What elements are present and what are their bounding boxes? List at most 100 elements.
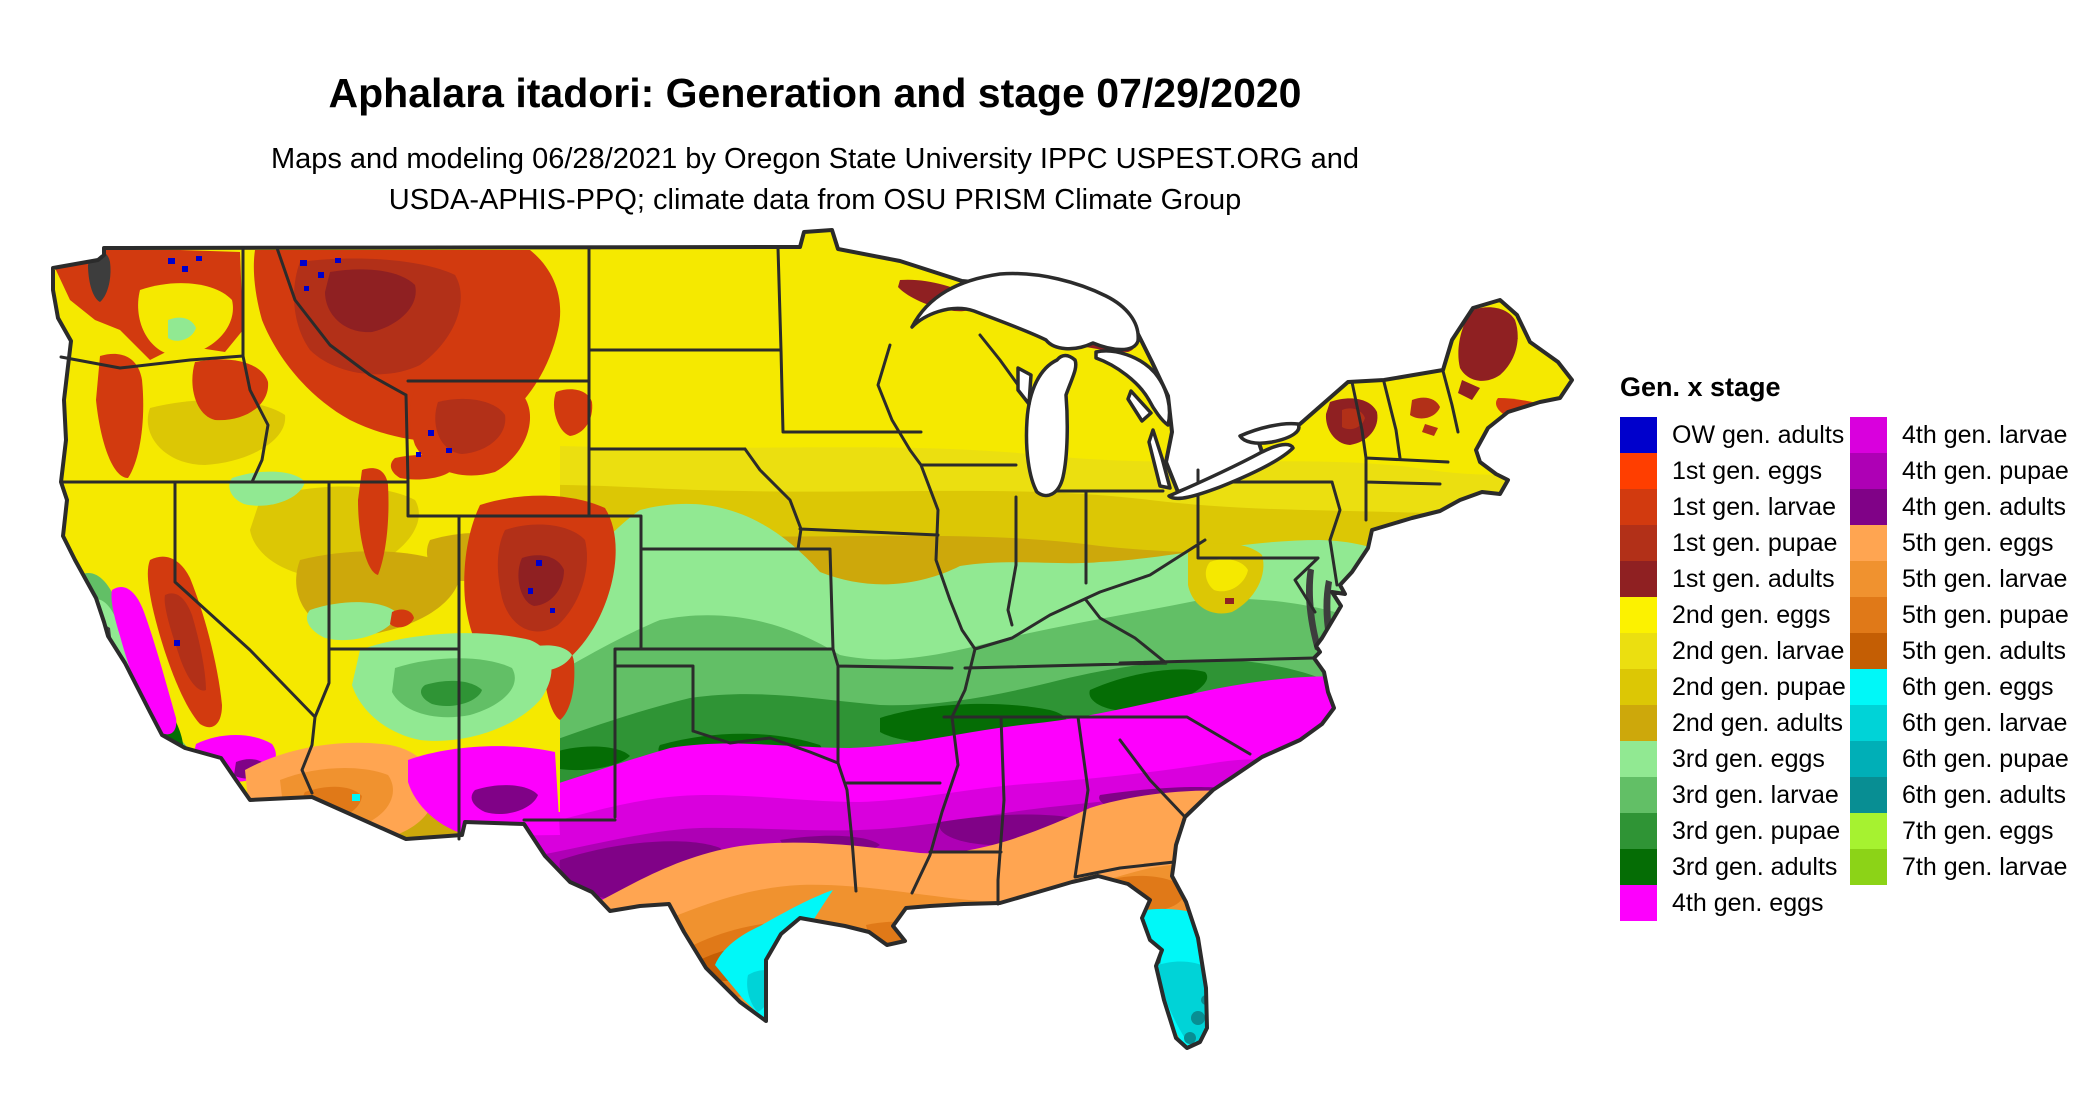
legend-swatch	[1620, 525, 1657, 561]
legend-row: 4th gen. eggs	[1620, 885, 1850, 921]
legend-swatch	[1620, 813, 1657, 849]
legend-swatch	[1850, 597, 1887, 633]
legend-item-label: 2nd gen. adults	[1672, 708, 1843, 737]
maine-coast-red	[1495, 398, 1562, 424]
wasatch-red	[358, 468, 389, 575]
legend-swatch	[1850, 633, 1887, 669]
lake-michigan	[1024, 353, 1078, 498]
legend-item-label: OW gen. adults	[1672, 420, 1845, 449]
legend-swatch	[1850, 741, 1887, 777]
legend-row: 2nd gen. adults	[1620, 705, 1850, 741]
cascades-oregon-red	[96, 353, 144, 478]
legend-columns: OW gen. adults 1st gen. eggs 1st gen. larv…	[1620, 417, 2090, 921]
legend-row: 7th gen. larvae	[1850, 849, 2090, 885]
southwest-green-highlands	[352, 633, 572, 741]
green-bay	[1016, 366, 1033, 406]
legend-item-label: 4th gen. larvae	[1902, 420, 2068, 449]
figure-subtitle: Maps and modeling 06/28/2021 by Oregon S…	[0, 139, 1630, 221]
blues-red	[192, 359, 269, 421]
nm-south-purple	[471, 785, 538, 815]
legend-item-label: 6th gen. adults	[1902, 780, 2067, 809]
legend-item-label: 1st gen. adults	[1672, 564, 1835, 593]
columbia-basin-green	[168, 317, 196, 341]
legend-swatch	[1850, 525, 1887, 561]
map-legend: Gen. x stage OW gen. adults 1st gen. eggs…	[1620, 372, 2090, 921]
legend-swatch	[1850, 417, 1887, 453]
yuma-cyan-dot	[352, 794, 360, 801]
legend-row: 2nd gen. eggs	[1620, 597, 1850, 633]
figure-title: Aphalara itadori: Generation and stage 0…	[328, 70, 1302, 116]
legend-swatch	[1620, 669, 1657, 705]
saginaw-bay	[1126, 389, 1153, 423]
legend-row: 3rd gen. pupae	[1620, 813, 1850, 849]
legend-swatch	[1850, 777, 1887, 813]
legend-swatch	[1850, 489, 1887, 525]
legend-item-label: 4th gen. eggs	[1672, 888, 1824, 917]
legend-item-label: 5th gen. adults	[1902, 636, 2067, 665]
legend-item-label: 5th gen. eggs	[1902, 528, 2054, 557]
legend-row: 3rd gen. adults	[1620, 849, 1850, 885]
sierra-brick	[164, 593, 206, 691]
legend-swatch	[1850, 813, 1887, 849]
legend-item-label: 6th gen. larvae	[1902, 708, 2068, 737]
white-mtns-brick	[1410, 397, 1440, 436]
legend-swatch	[1620, 597, 1657, 633]
legend-row: 6th gen. pupae	[1850, 741, 2090, 777]
legend-item-label: 1st gen. eggs	[1672, 456, 1823, 485]
legend-swatch	[1620, 561, 1657, 597]
first-gen-red-complexes	[55, 250, 616, 763]
wv-highland	[1188, 543, 1264, 614]
legend-item-label: 7th gen. eggs	[1902, 816, 2054, 845]
lake-huron	[1094, 349, 1172, 427]
legend-swatch	[1620, 489, 1657, 525]
subtitle-line-1: Maps and modeling 06/28/2021 by Oregon S…	[270, 143, 1360, 175]
legend-row: 5th gen. eggs	[1850, 525, 2090, 561]
legend-swatch	[1620, 417, 1657, 453]
legend-item-label: 2nd gen. pupae	[1672, 672, 1846, 701]
legend-swatch	[1850, 849, 1887, 885]
legend-row: 1st gen. pupae	[1620, 525, 1850, 561]
legend-item-label: 1st gen. pupae	[1672, 528, 1838, 557]
legend-swatch	[1620, 777, 1657, 813]
legend-swatch	[1620, 849, 1657, 885]
southwest-orange	[245, 742, 560, 845]
legend-item-label: 3rd gen. larvae	[1672, 780, 1839, 809]
legend-item-label: 3rd gen. adults	[1672, 852, 1838, 881]
legend-item-label: 5th gen. larvae	[1902, 564, 2068, 593]
yellowstone-brick	[435, 398, 506, 454]
legend-item-label: 2nd gen. eggs	[1672, 600, 1831, 629]
legend-swatch	[1620, 453, 1657, 489]
state-borders	[59, 246, 1460, 906]
legend-item-label: 6th gen. pupae	[1902, 744, 2069, 773]
legend-row: 5th gen. adults	[1850, 633, 2090, 669]
legend-row: 6th gen. adults	[1850, 777, 2090, 813]
legend-item-label: 1st gen. larvae	[1672, 492, 1836, 521]
great-lakes	[910, 271, 1301, 501]
legend-row: 4th gen. adults	[1850, 489, 2090, 525]
legend-row: 7th gen. eggs	[1850, 813, 2090, 849]
legend-row: 1st gen. adults	[1620, 561, 1850, 597]
legend-row: 1st gen. eggs	[1620, 453, 1850, 489]
legend-item-label: 4th gen. adults	[1902, 492, 2067, 521]
legend-swatch	[1850, 561, 1887, 597]
legend-item-label: 5th gen. pupae	[1902, 600, 2069, 629]
lake-ontario	[1238, 421, 1301, 445]
canaveral-orange-spot	[1202, 944, 1214, 956]
subtitle-line-2: USDA-APHIS-PPQ; climate data from OSU PR…	[388, 184, 1242, 216]
legend-row: 1st gen. larvae	[1620, 489, 1850, 525]
lake-superior	[910, 271, 1140, 352]
legend-swatch	[1620, 705, 1657, 741]
legend-row: 5th gen. pupae	[1850, 597, 2090, 633]
legend-title: Gen. x stage	[1620, 372, 1781, 402]
legend-row: 2nd gen. pupae	[1620, 669, 1850, 705]
legend-swatch	[1850, 453, 1887, 489]
legend-swatch	[1620, 885, 1657, 921]
maine-coast-orange-red	[1506, 424, 1530, 438]
legend-item-label: 6th gen. eggs	[1902, 672, 2054, 701]
band-5th-gen-larvae	[636, 862, 1200, 1048]
northern-rockies-dark	[325, 269, 416, 333]
legend-row: 4th gen. larvae	[1850, 417, 2090, 453]
